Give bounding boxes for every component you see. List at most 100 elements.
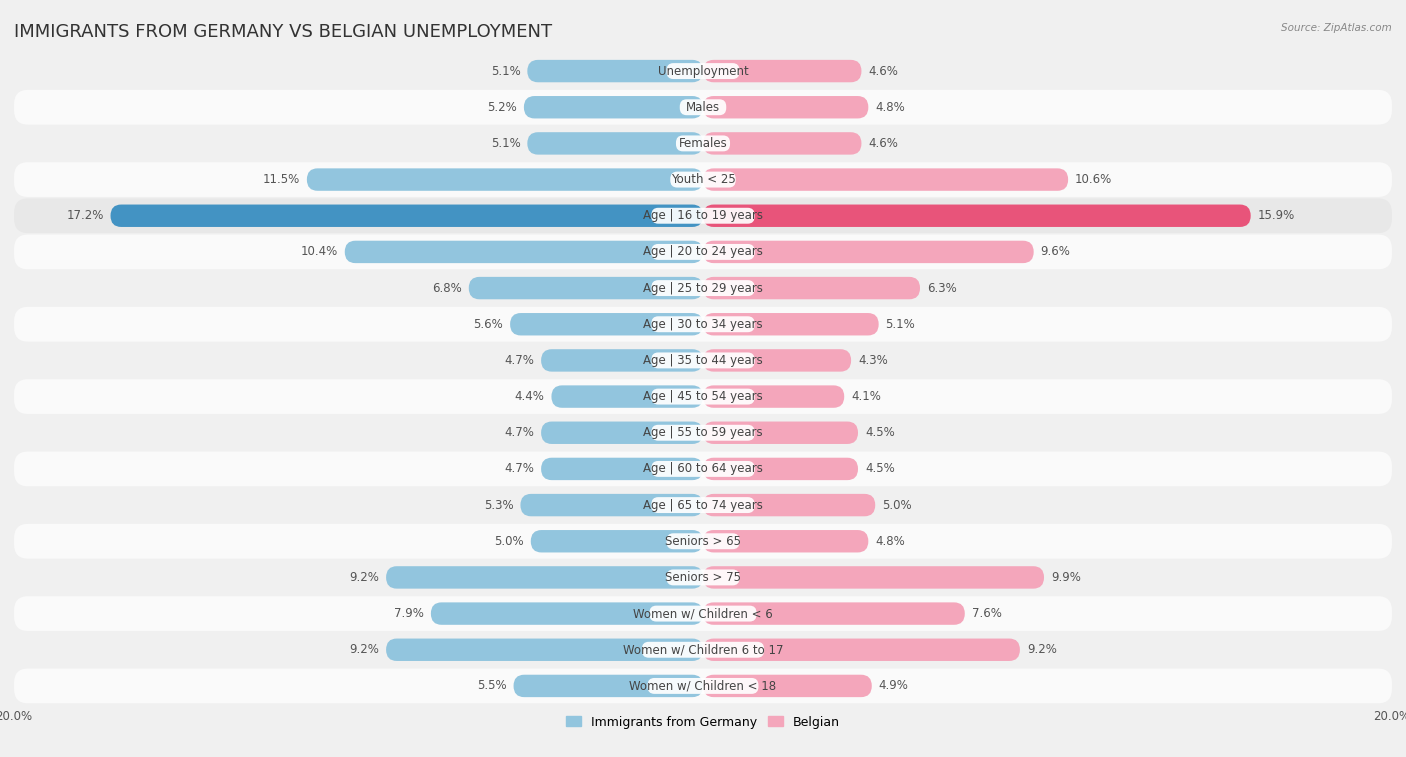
FancyBboxPatch shape — [703, 639, 1019, 661]
FancyBboxPatch shape — [430, 603, 703, 625]
Text: Age | 60 to 64 years: Age | 60 to 64 years — [643, 463, 763, 475]
FancyBboxPatch shape — [14, 379, 1392, 414]
Text: Age | 55 to 59 years: Age | 55 to 59 years — [643, 426, 763, 439]
FancyBboxPatch shape — [14, 343, 1392, 378]
Text: Women w/ Children < 6: Women w/ Children < 6 — [633, 607, 773, 620]
FancyBboxPatch shape — [651, 316, 755, 332]
Text: Age | 25 to 29 years: Age | 25 to 29 years — [643, 282, 763, 294]
Legend: Immigrants from Germany, Belgian: Immigrants from Germany, Belgian — [561, 711, 845, 734]
FancyBboxPatch shape — [703, 60, 862, 83]
FancyBboxPatch shape — [14, 235, 1392, 269]
Text: 5.5%: 5.5% — [477, 680, 506, 693]
FancyBboxPatch shape — [703, 277, 920, 299]
Text: 4.7%: 4.7% — [505, 426, 534, 439]
FancyBboxPatch shape — [666, 63, 740, 79]
Text: 7.6%: 7.6% — [972, 607, 1001, 620]
Text: Males: Males — [686, 101, 720, 114]
FancyBboxPatch shape — [307, 168, 703, 191]
FancyBboxPatch shape — [703, 313, 879, 335]
Text: Females: Females — [679, 137, 727, 150]
Text: 17.2%: 17.2% — [66, 209, 104, 223]
FancyBboxPatch shape — [14, 162, 1392, 197]
FancyBboxPatch shape — [703, 494, 875, 516]
Text: 5.2%: 5.2% — [488, 101, 517, 114]
FancyBboxPatch shape — [551, 385, 703, 408]
Text: 11.5%: 11.5% — [263, 173, 299, 186]
FancyBboxPatch shape — [14, 668, 1392, 703]
Text: Women w/ Children < 18: Women w/ Children < 18 — [630, 680, 776, 693]
FancyBboxPatch shape — [14, 198, 1392, 233]
FancyBboxPatch shape — [703, 458, 858, 480]
FancyBboxPatch shape — [14, 54, 1392, 89]
FancyBboxPatch shape — [387, 639, 703, 661]
FancyBboxPatch shape — [666, 569, 740, 585]
Text: Age | 65 to 74 years: Age | 65 to 74 years — [643, 499, 763, 512]
Text: Women w/ Children 6 to 17: Women w/ Children 6 to 17 — [623, 643, 783, 656]
FancyBboxPatch shape — [651, 207, 755, 224]
Text: 9.2%: 9.2% — [349, 571, 380, 584]
FancyBboxPatch shape — [520, 494, 703, 516]
Text: 5.1%: 5.1% — [491, 64, 520, 77]
FancyBboxPatch shape — [703, 530, 869, 553]
FancyBboxPatch shape — [679, 99, 727, 115]
Text: 4.6%: 4.6% — [869, 137, 898, 150]
Text: 4.1%: 4.1% — [851, 390, 882, 403]
FancyBboxPatch shape — [14, 126, 1392, 160]
FancyBboxPatch shape — [14, 271, 1392, 305]
FancyBboxPatch shape — [510, 313, 703, 335]
Text: 5.3%: 5.3% — [484, 499, 513, 512]
FancyBboxPatch shape — [468, 277, 703, 299]
FancyBboxPatch shape — [703, 349, 851, 372]
Text: Age | 45 to 54 years: Age | 45 to 54 years — [643, 390, 763, 403]
FancyBboxPatch shape — [703, 132, 862, 154]
Text: 10.6%: 10.6% — [1076, 173, 1112, 186]
Text: 9.2%: 9.2% — [349, 643, 380, 656]
Text: 5.6%: 5.6% — [474, 318, 503, 331]
FancyBboxPatch shape — [527, 60, 703, 83]
FancyBboxPatch shape — [703, 204, 1251, 227]
FancyBboxPatch shape — [14, 524, 1392, 559]
Text: 5.1%: 5.1% — [491, 137, 520, 150]
FancyBboxPatch shape — [703, 168, 1069, 191]
Text: Seniors > 65: Seniors > 65 — [665, 534, 741, 548]
Text: 5.0%: 5.0% — [495, 534, 524, 548]
FancyBboxPatch shape — [703, 422, 858, 444]
FancyBboxPatch shape — [541, 422, 703, 444]
FancyBboxPatch shape — [651, 280, 755, 296]
Text: Age | 20 to 24 years: Age | 20 to 24 years — [643, 245, 763, 258]
FancyBboxPatch shape — [671, 172, 735, 188]
Text: 4.5%: 4.5% — [865, 463, 894, 475]
FancyBboxPatch shape — [703, 566, 1045, 589]
Text: 4.8%: 4.8% — [875, 534, 905, 548]
FancyBboxPatch shape — [703, 96, 869, 118]
FancyBboxPatch shape — [14, 90, 1392, 125]
Text: 4.7%: 4.7% — [505, 463, 534, 475]
FancyBboxPatch shape — [14, 597, 1392, 631]
Text: Age | 30 to 34 years: Age | 30 to 34 years — [643, 318, 763, 331]
Text: 5.0%: 5.0% — [882, 499, 911, 512]
FancyBboxPatch shape — [541, 349, 703, 372]
Text: 9.6%: 9.6% — [1040, 245, 1070, 258]
Text: 6.3%: 6.3% — [927, 282, 956, 294]
FancyBboxPatch shape — [14, 560, 1392, 595]
FancyBboxPatch shape — [344, 241, 703, 263]
Text: 4.4%: 4.4% — [515, 390, 544, 403]
FancyBboxPatch shape — [14, 632, 1392, 667]
Text: 6.8%: 6.8% — [432, 282, 461, 294]
Text: Source: ZipAtlas.com: Source: ZipAtlas.com — [1281, 23, 1392, 33]
FancyBboxPatch shape — [676, 136, 730, 151]
FancyBboxPatch shape — [524, 96, 703, 118]
FancyBboxPatch shape — [651, 388, 755, 404]
Text: 10.4%: 10.4% — [301, 245, 337, 258]
FancyBboxPatch shape — [703, 385, 844, 408]
FancyBboxPatch shape — [387, 566, 703, 589]
Text: 4.9%: 4.9% — [879, 680, 908, 693]
FancyBboxPatch shape — [703, 603, 965, 625]
Text: Unemployment: Unemployment — [658, 64, 748, 77]
Text: IMMIGRANTS FROM GERMANY VS BELGIAN UNEMPLOYMENT: IMMIGRANTS FROM GERMANY VS BELGIAN UNEMP… — [14, 23, 553, 41]
Text: 9.2%: 9.2% — [1026, 643, 1057, 656]
Text: Age | 35 to 44 years: Age | 35 to 44 years — [643, 354, 763, 367]
Text: 4.7%: 4.7% — [505, 354, 534, 367]
FancyBboxPatch shape — [643, 642, 763, 658]
Text: Youth < 25: Youth < 25 — [671, 173, 735, 186]
